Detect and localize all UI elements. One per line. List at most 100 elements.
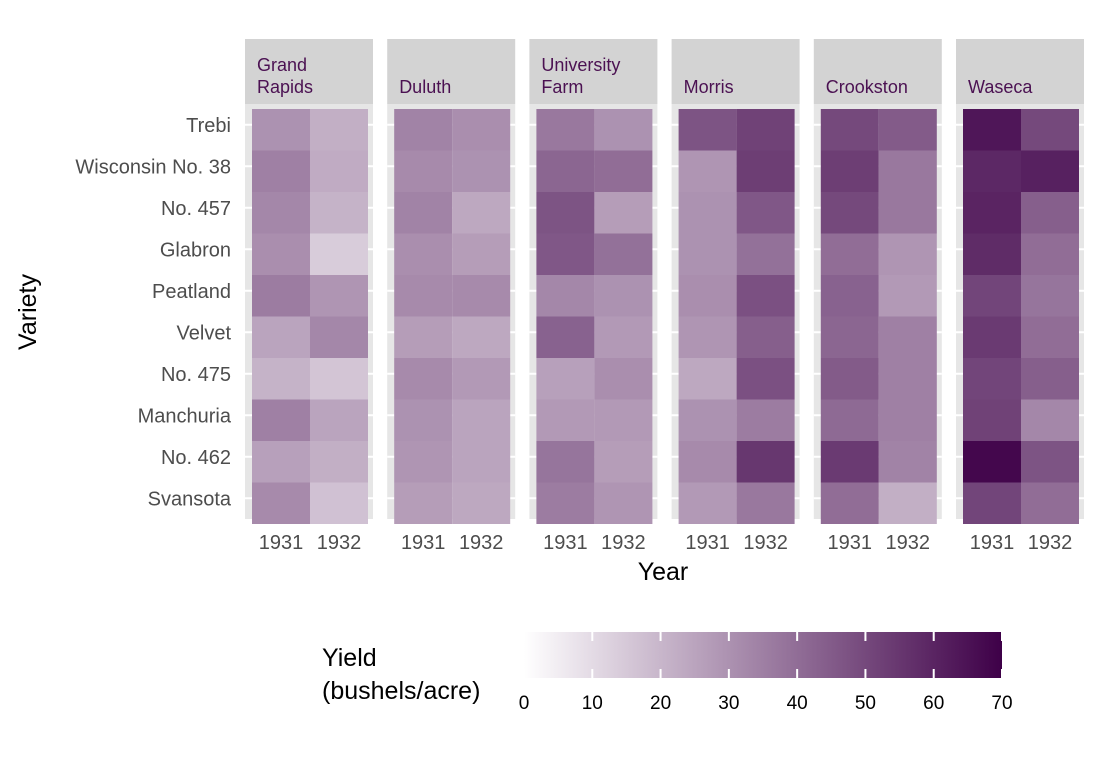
- facet-strip-label: Grand Rapids: [257, 55, 313, 97]
- legend-tick-label: 50: [855, 693, 876, 714]
- heatmap-cell: [1021, 150, 1079, 192]
- heatmap-cell: [820, 275, 879, 317]
- heatmap-cell: [678, 441, 737, 483]
- y-tick-label: Trebi: [186, 115, 231, 137]
- heatmap-cell: [310, 233, 368, 275]
- heatmap-cell: [963, 233, 1021, 275]
- heatmap-cell: [252, 150, 310, 192]
- heatmap-cell: [1021, 109, 1079, 151]
- heatmap-cell: [394, 441, 453, 483]
- legend-tick-label: 70: [991, 693, 1012, 714]
- heatmap-cell: [736, 316, 795, 358]
- heatmap-cell: [963, 109, 1021, 151]
- heatmap-cell: [452, 275, 511, 317]
- facet-strip-label-line: Waseca: [968, 77, 1033, 97]
- x-tick-label: 1931: [401, 532, 446, 554]
- heatmap-cell: [1021, 358, 1079, 400]
- facet-strip-label-line: University: [541, 55, 620, 75]
- heatmap-cell: [878, 109, 937, 151]
- heatmap-cell: [252, 275, 310, 317]
- heatmap-cell: [678, 482, 737, 524]
- heatmap-cell: [394, 358, 453, 400]
- facet-strip-label-line: Morris: [684, 77, 734, 97]
- y-tick-label: No. 462: [161, 447, 231, 469]
- heatmap-cell: [878, 150, 937, 192]
- y-tick-label: Svansota: [148, 488, 232, 510]
- heatmap-cell: [678, 150, 737, 192]
- heatmap-cell: [1021, 233, 1079, 275]
- heatmap-cell: [594, 316, 653, 358]
- heatmap-cell: [252, 233, 310, 275]
- heatmap-cell: [678, 192, 737, 234]
- heatmap-cell: [736, 150, 795, 192]
- heatmap-cell: [1021, 482, 1079, 524]
- x-tick-label: 1932: [317, 532, 362, 554]
- legend-tick-label: 0: [519, 693, 530, 714]
- heatmap-cell: [736, 482, 795, 524]
- heatmap-cell: [820, 233, 879, 275]
- heatmap-cell: [394, 316, 453, 358]
- heatmap-cell: [594, 482, 653, 524]
- legend-title-line-2: (bushels/acre): [322, 677, 480, 705]
- x-tick-label: 1932: [886, 532, 931, 554]
- heatmap-cell: [452, 482, 511, 524]
- heatmap-cell: [310, 482, 368, 524]
- legend-tick-label: 10: [582, 693, 603, 714]
- heatmap-cell: [252, 482, 310, 524]
- x-tick-label: 1931: [543, 532, 588, 554]
- heatmap-cell: [452, 316, 511, 358]
- heatmap-cell: [394, 150, 453, 192]
- facet-strip-label-line: Grand: [257, 55, 307, 75]
- facet-crookston: Crookston 1931 1932: [813, 39, 942, 554]
- x-tick-label: 1932: [459, 532, 504, 554]
- heatmap-cell: [736, 399, 795, 441]
- heatmap-cell: [963, 150, 1021, 192]
- heatmap-cell: [536, 275, 595, 317]
- heatmap-cell: [252, 192, 310, 234]
- facet-strip: [387, 39, 516, 104]
- heatmap-cell: [594, 192, 653, 234]
- facet-duluth: Duluth 1931 1932: [387, 39, 516, 554]
- heatmap-cell: [536, 316, 595, 358]
- y-tick-label: Glabron: [160, 239, 231, 261]
- heatmap-cell: [820, 150, 879, 192]
- facet-strip: [529, 39, 658, 104]
- heatmap-cell: [310, 441, 368, 483]
- heatmap-cell: [594, 275, 653, 317]
- heatmap-cell: [594, 399, 653, 441]
- legend-tick-label: 30: [718, 693, 739, 714]
- heatmap-cell: [878, 399, 937, 441]
- y-tick-label: Manchuria: [138, 405, 232, 427]
- heatmap-cell: [536, 233, 595, 275]
- heatmap-cell: [394, 275, 453, 317]
- x-tick-label: 1932: [743, 532, 788, 554]
- x-tick-label: 1931: [259, 532, 304, 554]
- heatmap-cell: [878, 441, 937, 483]
- heatmap-cell: [878, 482, 937, 524]
- heatmap-cell: [452, 150, 511, 192]
- facet-grand-rapids: Grand Rapids 1931 1932: [245, 39, 373, 554]
- heatmap-cell: [252, 316, 310, 358]
- legend-title: Yield (bushels/acre): [322, 644, 480, 705]
- heatmap-cell: [394, 399, 453, 441]
- heatmap-cell: [310, 150, 368, 192]
- x-tick-label: 1931: [828, 532, 873, 554]
- facet-university-farm: University Farm 1931 1932: [529, 39, 658, 554]
- heatmap-cell: [1021, 192, 1079, 234]
- heatmap-cell: [452, 233, 511, 275]
- heatmap-cell: [536, 192, 595, 234]
- heatmap-cell: [678, 399, 737, 441]
- y-tick-label: No. 475: [161, 364, 231, 386]
- heatmap-cell: [1021, 399, 1079, 441]
- legend-tick-label: 20: [650, 693, 671, 714]
- heatmap-cell: [594, 150, 653, 192]
- y-tick-label: Wisconsin No. 38: [75, 156, 231, 178]
- heatmap-cell: [252, 358, 310, 400]
- x-tick-label: 1931: [970, 532, 1015, 554]
- heatmap-cell: [736, 233, 795, 275]
- heatmap-cell: [1021, 441, 1079, 483]
- heatmap-cell: [452, 192, 511, 234]
- heatmap-cell: [252, 109, 310, 151]
- legend-tick-label: 60: [923, 693, 944, 714]
